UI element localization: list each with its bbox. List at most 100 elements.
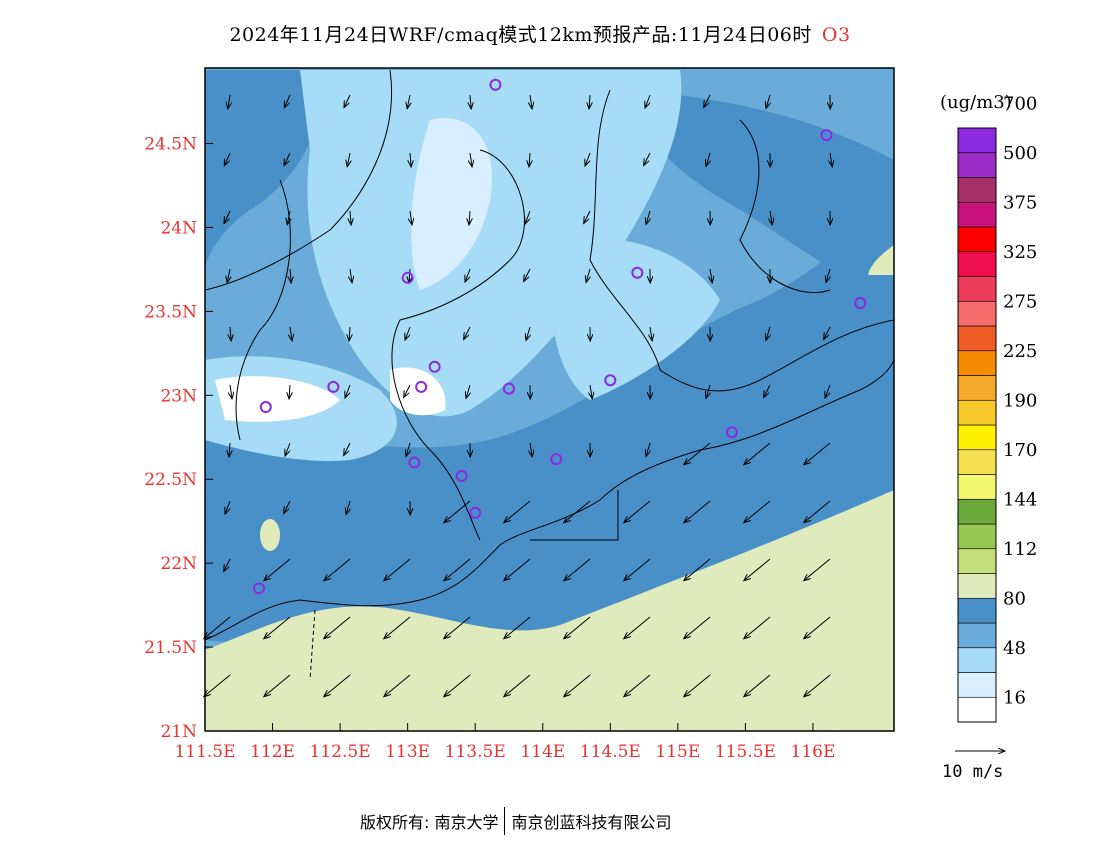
colorbar-segment bbox=[957, 696, 997, 723]
wind-arrow bbox=[290, 268, 291, 283]
wind-arrow bbox=[744, 616, 771, 639]
wind-arrow bbox=[284, 152, 291, 166]
wind-arrow bbox=[770, 210, 772, 225]
wind-arrow bbox=[624, 616, 651, 639]
field-band-dark-nw bbox=[205, 70, 322, 270]
wind-arrow bbox=[410, 210, 412, 225]
wind-arrow bbox=[744, 500, 771, 523]
station-marker bbox=[502, 382, 515, 395]
colorbar-segment bbox=[957, 474, 997, 500]
wind-arrow bbox=[704, 94, 711, 107]
x-tick-label: 115E bbox=[655, 742, 700, 762]
wind-arrow bbox=[564, 674, 591, 697]
wind-arrow bbox=[684, 442, 711, 465]
colorbar-segment bbox=[957, 672, 997, 698]
colorbar-segment bbox=[957, 399, 997, 426]
wind-arrow bbox=[444, 558, 471, 581]
wind-arrow bbox=[225, 500, 231, 514]
wind-arrow bbox=[504, 674, 531, 697]
wind-arrow bbox=[529, 152, 530, 167]
colorbar-label: 500 bbox=[1003, 143, 1037, 164]
wind-arrow bbox=[344, 442, 351, 455]
colorbar-label: 275 bbox=[1003, 291, 1037, 312]
colorbar-segment bbox=[957, 127, 997, 154]
wind-arrow bbox=[230, 326, 231, 341]
field-band-white-west bbox=[215, 376, 340, 422]
wind-arrow bbox=[706, 384, 710, 398]
wind-arrow bbox=[585, 152, 591, 166]
wind-vectors bbox=[204, 94, 832, 697]
wind-arrow bbox=[264, 558, 291, 581]
wind-arrow bbox=[409, 268, 410, 283]
wind-arrow bbox=[465, 268, 471, 282]
wind-arrow bbox=[826, 268, 830, 282]
wind-arrow bbox=[590, 384, 592, 399]
wind-arrow bbox=[404, 384, 411, 397]
colorbar-segment bbox=[957, 375, 997, 401]
wind-arrow bbox=[406, 442, 410, 456]
colorbar-label: 225 bbox=[1003, 341, 1037, 362]
wind-arrow bbox=[227, 268, 230, 283]
wind-arrow bbox=[347, 152, 350, 167]
colorbar-segment bbox=[957, 647, 997, 673]
chart-title: 2024年11月24日WRF/cmaq模式12km预报产品:11月24日06时 O… bbox=[0, 20, 1080, 47]
x-tick-label: 112.5E bbox=[310, 742, 371, 762]
wind-arrow bbox=[624, 500, 651, 523]
station-marker bbox=[408, 456, 421, 469]
wind-arrow bbox=[644, 152, 651, 165]
wind-arrow bbox=[530, 94, 532, 109]
wind-arrow bbox=[264, 616, 291, 639]
province-border-1 bbox=[205, 69, 392, 291]
wind-arrow bbox=[324, 616, 351, 639]
wind-arrow bbox=[766, 326, 770, 340]
station-marker bbox=[725, 426, 738, 439]
pollutant-species: O3 bbox=[821, 24, 851, 46]
wind-arrow bbox=[346, 500, 350, 514]
wind-arrow bbox=[646, 442, 650, 456]
colorbar-segment bbox=[957, 622, 997, 649]
colorbar-segment bbox=[957, 597, 997, 624]
wind-arrow bbox=[804, 442, 831, 465]
wind-arrow bbox=[287, 210, 290, 225]
station-marker bbox=[428, 360, 441, 373]
wind-arrow bbox=[349, 326, 350, 341]
field-band-light-east bbox=[551, 237, 720, 400]
wind-arrow bbox=[444, 674, 471, 697]
wind-arrow bbox=[684, 674, 711, 697]
wind-arrow bbox=[284, 500, 291, 513]
wind-arrow bbox=[624, 674, 651, 697]
wind-arrow bbox=[324, 674, 351, 697]
reference-vector-label: 10 m/s bbox=[942, 762, 1004, 782]
colorbar-segment bbox=[957, 276, 997, 302]
x-tick-label: 111.5E bbox=[174, 742, 235, 762]
wind-arrow bbox=[407, 94, 410, 109]
colorbar-segment bbox=[957, 548, 997, 574]
map-frame bbox=[204, 67, 895, 732]
legend-unit: (ug/m3) bbox=[940, 92, 1012, 113]
colorbar-label: 144 bbox=[1003, 489, 1037, 510]
x-tick-label: 114E bbox=[520, 742, 565, 762]
wind-arrow bbox=[564, 616, 591, 639]
colorbar-label: 325 bbox=[1003, 242, 1037, 263]
dashed-border bbox=[309, 609, 316, 681]
wind-arrow bbox=[645, 94, 651, 108]
province-border-3 bbox=[589, 89, 894, 392]
station-marker bbox=[469, 506, 482, 519]
wind-arrow bbox=[766, 94, 770, 108]
wind-arrow bbox=[830, 152, 832, 167]
wind-arrow bbox=[804, 674, 831, 697]
station-marker bbox=[415, 380, 428, 393]
shenzhen-box bbox=[530, 490, 619, 541]
wind-arrow bbox=[229, 442, 230, 457]
wind-arrow bbox=[466, 384, 470, 398]
coastline bbox=[205, 359, 894, 641]
colorbar-label: 170 bbox=[1003, 440, 1037, 461]
wind-arrow bbox=[289, 384, 290, 399]
wind-arrow bbox=[744, 442, 771, 465]
station-marker bbox=[401, 271, 414, 284]
colorbar-segment bbox=[957, 350, 997, 376]
province-border-4 bbox=[739, 119, 831, 294]
y-tick-label: 23.5N bbox=[144, 302, 197, 322]
wind-arrow bbox=[684, 558, 711, 581]
y-tick-label: 21.5N bbox=[144, 638, 197, 658]
